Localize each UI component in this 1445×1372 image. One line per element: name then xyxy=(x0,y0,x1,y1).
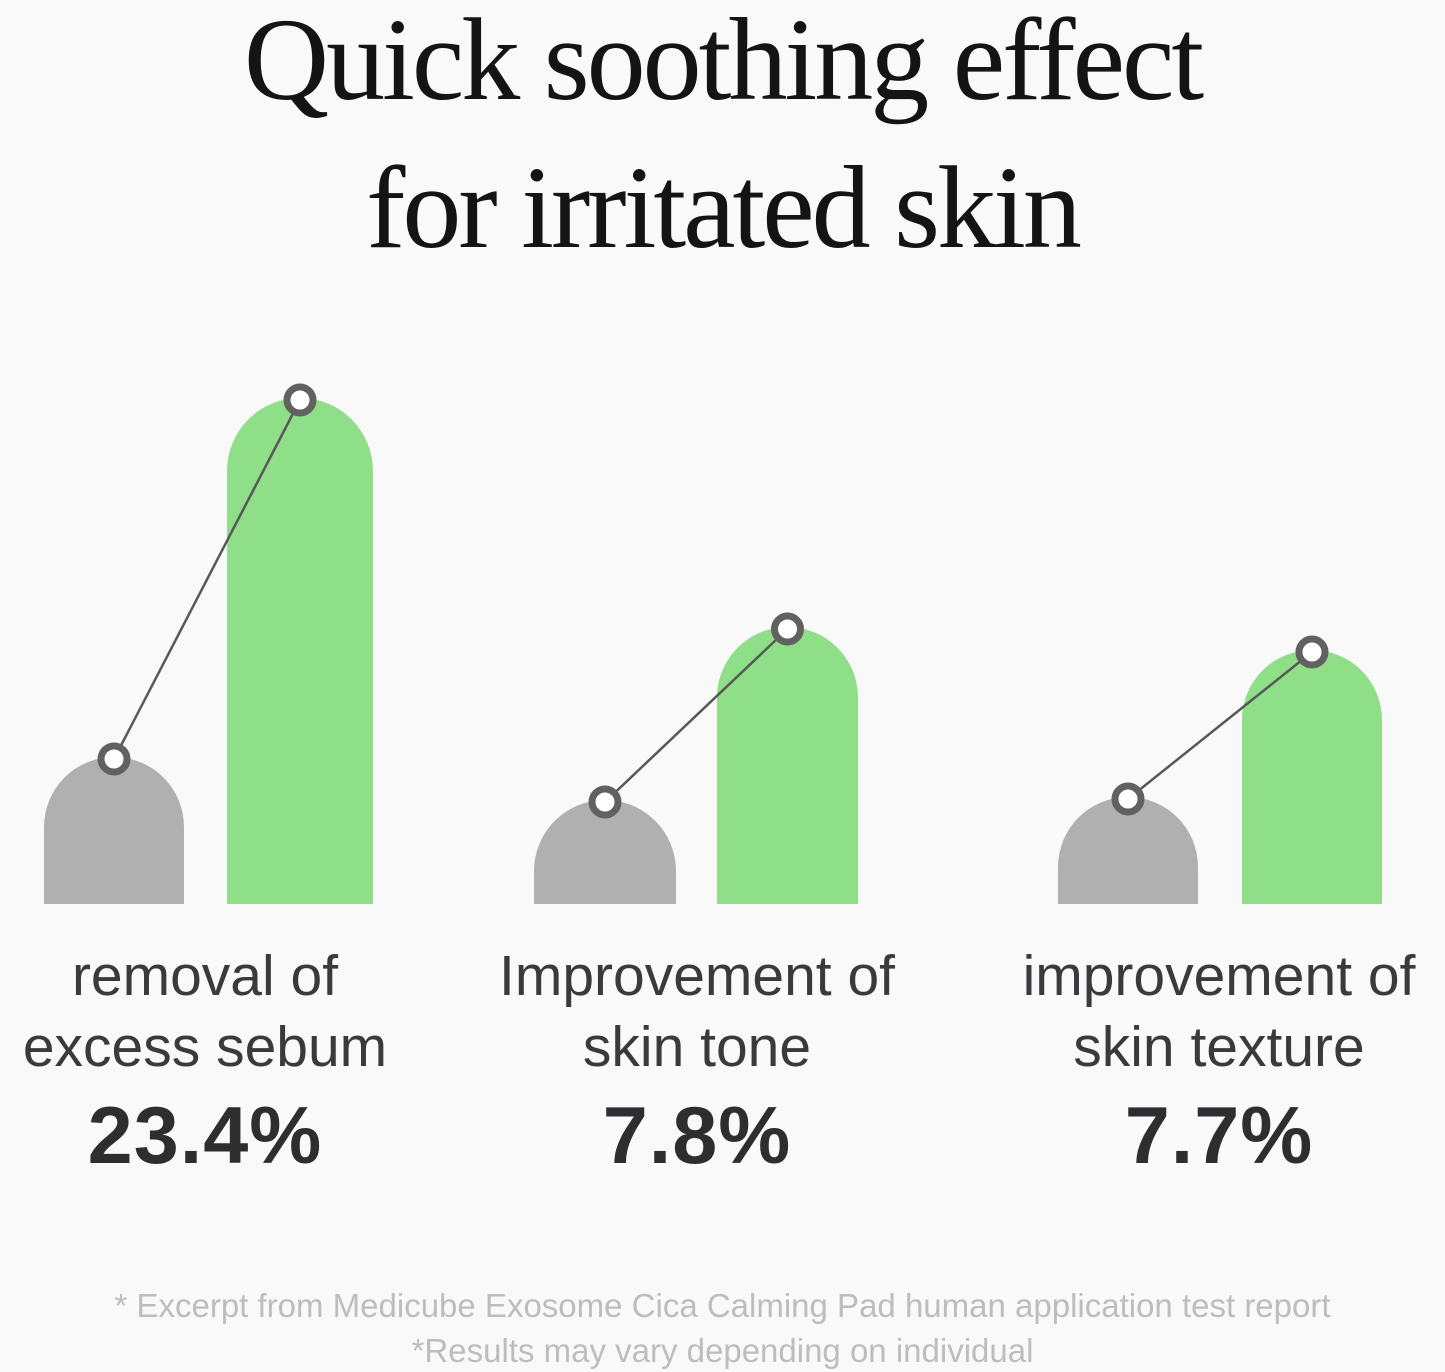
bar-after-1 xyxy=(717,627,858,904)
group-value-2: 7.7% xyxy=(1124,1091,1314,1181)
group-label-1-line1: Improvement of xyxy=(499,944,895,1008)
connector-line-1 xyxy=(604,628,789,803)
connector-line-0 xyxy=(112,399,302,760)
group-label-2: improvement of skin texture xyxy=(959,941,1445,1083)
group-label-2-line1: improvement of xyxy=(1022,944,1416,1008)
connector-line-2 xyxy=(1127,651,1313,800)
group-label-0-line2: excess sebum xyxy=(22,1015,388,1079)
marker-after-1 xyxy=(771,612,804,646)
group-label-1: Improvement of skin tone xyxy=(437,941,957,1083)
page-title-line2: for irritated skin xyxy=(366,142,1082,273)
bar-before-1 xyxy=(534,800,676,904)
bar-before-0 xyxy=(44,757,184,904)
group-label-1-line2: skin tone xyxy=(582,1015,812,1079)
page-title: Quick soothing effect for irritated skin xyxy=(0,0,1445,282)
marker-before-0 xyxy=(97,742,131,776)
bar-after-2 xyxy=(1242,650,1382,904)
bar-before-2 xyxy=(1058,797,1198,904)
marker-before-2 xyxy=(1111,782,1145,816)
marker-after-2 xyxy=(1295,635,1329,669)
marker-before-1 xyxy=(588,785,622,819)
page-title-line1: Quick soothing effect xyxy=(243,0,1204,125)
group-value-1: 7.8% xyxy=(602,1091,792,1181)
bar-after-0 xyxy=(227,398,373,904)
group-label-0: removal of excess sebum xyxy=(0,941,465,1083)
marker-after-0 xyxy=(283,383,317,417)
group-label-0-line1: removal of xyxy=(71,944,339,1008)
group-label-2-line2: skin texture xyxy=(1073,1015,1365,1079)
group-value-0: 23.4% xyxy=(87,1091,323,1181)
footnote: * Excerpt from Medicube Exosome Cica Cal… xyxy=(0,1283,1445,1372)
footnote-line2: *Results may vary depending on individua… xyxy=(411,1332,1034,1369)
footnote-line1: * Excerpt from Medicube Exosome Cica Cal… xyxy=(114,1287,1331,1324)
